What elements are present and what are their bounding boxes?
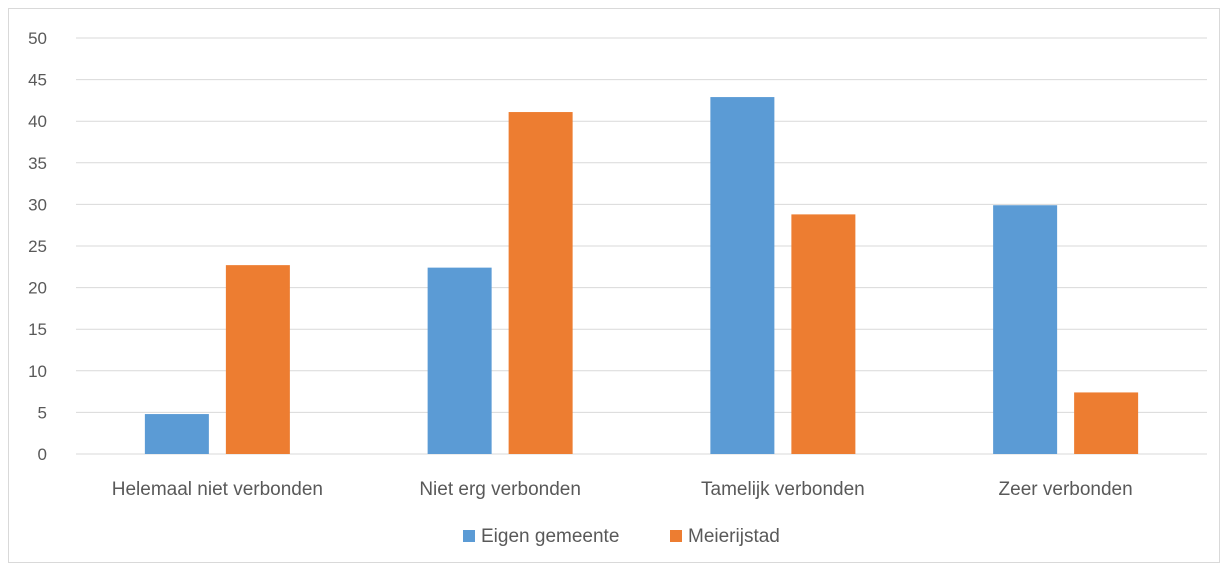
y-tick-label: 0 bbox=[38, 445, 47, 464]
bar-meierijstad bbox=[791, 214, 856, 454]
y-tick-label: 25 bbox=[28, 237, 47, 256]
legend-swatch bbox=[670, 530, 682, 542]
legend: Eigen gemeente Meierijstad bbox=[463, 526, 780, 547]
legend-swatch bbox=[463, 530, 475, 542]
bar-eigen-gemeente bbox=[710, 97, 775, 455]
x-tick-label: Niet erg verbonden bbox=[419, 479, 581, 500]
y-tick-label: 20 bbox=[28, 279, 47, 298]
y-tick-label: 10 bbox=[28, 362, 47, 381]
y-axis-ticks: 0 5 10 15 20 25 30 35 40 45 50 bbox=[28, 29, 47, 464]
bar-eigen-gemeente bbox=[427, 267, 492, 454]
bar-eigen-gemeente bbox=[144, 414, 209, 454]
x-tick-label: Helemaal niet verbonden bbox=[112, 479, 323, 500]
y-tick-label: 45 bbox=[28, 71, 47, 90]
bar-meierijstad bbox=[1074, 392, 1139, 454]
bars bbox=[144, 97, 1139, 455]
x-tick-label: Zeer verbonden bbox=[999, 479, 1133, 500]
legend-label: Eigen gemeente bbox=[481, 526, 619, 547]
bar-eigen-gemeente bbox=[993, 205, 1058, 454]
x-axis-labels: Helemaal niet verbonden Niet erg verbonde… bbox=[112, 479, 1133, 500]
bar-meierijstad bbox=[508, 112, 573, 454]
y-tick-label: 35 bbox=[28, 154, 47, 173]
y-tick-label: 15 bbox=[28, 320, 47, 339]
y-tick-label: 5 bbox=[38, 403, 47, 422]
legend-label: Meierijstad bbox=[688, 526, 780, 547]
y-tick-label: 40 bbox=[28, 112, 47, 131]
x-tick-label: Tamelijk verbonden bbox=[701, 479, 865, 500]
y-tick-label: 30 bbox=[28, 195, 47, 214]
bar-meierijstad bbox=[225, 265, 290, 454]
y-tick-label: 50 bbox=[28, 29, 47, 48]
